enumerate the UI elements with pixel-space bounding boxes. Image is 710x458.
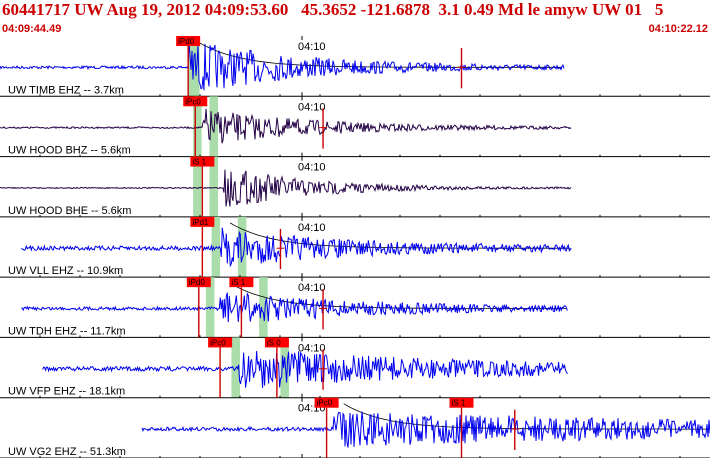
pick-window — [259, 277, 268, 338]
waveform — [141, 411, 710, 448]
channel-trace[interactable]: 04:10 iPd0 UW TIMB EHZ -- 3.7km — [0, 36, 710, 97]
pick-window — [280, 337, 289, 398]
pick-label: iPc0 — [317, 399, 333, 408]
pick-window — [237, 216, 247, 278]
channel-trace[interactable]: 04:10 iPd0 iS 1 UW TDH EHZ -- 11.7km — [0, 277, 710, 338]
channel-trace[interactable]: 04:10 iPc0 iS 0 UW VFP EHZ -- 18.1km — [0, 337, 710, 399]
pick-flag[interactable] — [314, 397, 339, 408]
pick-flag[interactable] — [186, 277, 211, 288]
pick-label: iPc0 — [210, 338, 226, 347]
channel-trace[interactable]: 04:10 iPd1 UW VLL EHZ -- 10.9km — [0, 216, 710, 278]
channel-label: UW VLL EHZ -- 10.9km — [8, 265, 123, 277]
pick-window — [193, 156, 202, 217]
pick-label: iS 0 — [267, 338, 281, 347]
seismogram-panel[interactable]: 04:10 iPd0 UW TIMB EHZ -- 3.7km 04:10 iPc0 UW… — [0, 36, 710, 458]
waveform — [0, 40, 565, 91]
window-start-time: 04:09:44.49 — [2, 23, 62, 35]
channel-label: UW VFP EHZ -- 18.1km — [8, 386, 125, 398]
waveform — [21, 292, 568, 323]
pick-label: iPd1 — [192, 218, 209, 227]
pick-label: iPd0 — [178, 37, 195, 46]
event-title: 60441717 UW Aug 19, 2012 04:09:53.60 45.… — [2, 0, 664, 19]
time-tick-label: 04:10 — [298, 162, 326, 174]
pick-label: iS 1 — [231, 278, 245, 287]
pick-flag[interactable] — [183, 96, 208, 107]
coda-curve — [229, 282, 567, 309]
pick-flag[interactable] — [190, 216, 215, 227]
time-tick-label: 04:10 — [298, 41, 326, 53]
window-end-time: 04:10:22.12 — [648, 23, 708, 35]
pick-flag[interactable] — [176, 36, 201, 46]
pick-window — [193, 96, 202, 157]
pick-label: iPc0 — [185, 97, 201, 106]
pick-flag[interactable] — [229, 277, 254, 288]
waveform — [0, 108, 572, 144]
pick-flag[interactable] — [264, 337, 289, 348]
event-header: 60441717 UW Aug 19, 2012 04:09:53.60 45.… — [0, 0, 710, 36]
coda-curve — [198, 41, 563, 68]
pick-window — [209, 96, 218, 157]
time-tick-label: 04:10 — [298, 342, 326, 354]
pick-label: iS 1 — [452, 399, 466, 408]
pick-flag[interactable] — [190, 156, 215, 167]
time-tick-label: 04:10 — [298, 101, 326, 113]
waveform — [20, 227, 572, 268]
channel-label: UW TIMB EHZ -- 3.7km — [8, 84, 124, 96]
pick-window — [209, 156, 218, 217]
channel-trace[interactable]: 04:10 iPc0 UW HOOD BHZ -- 5.6km — [0, 96, 710, 158]
time-tick-label: 04:10 — [298, 282, 326, 294]
pick-window — [205, 277, 215, 338]
pick-label: iPd0 — [189, 278, 206, 287]
channel-label: UW TDH EHZ -- 11.7km — [8, 325, 126, 337]
time-tick-label: 04:10 — [298, 222, 326, 234]
channel-label: UW HOOD BHZ -- 5.6km — [8, 145, 131, 157]
waveform — [42, 350, 568, 389]
pick-flag[interactable] — [449, 397, 474, 408]
waveform — [0, 169, 572, 207]
channel-trace[interactable]: 04:10 iS 1 UW HOOD BHE -- 5.6km — [0, 156, 710, 218]
channel-label: UW HOOD BHE -- 5.6km — [8, 205, 131, 217]
channel-label: UW VG2 EHZ -- 51.3km — [8, 446, 126, 458]
pick-label: iS 1 — [192, 158, 206, 167]
pick-flag[interactable] — [208, 337, 233, 348]
